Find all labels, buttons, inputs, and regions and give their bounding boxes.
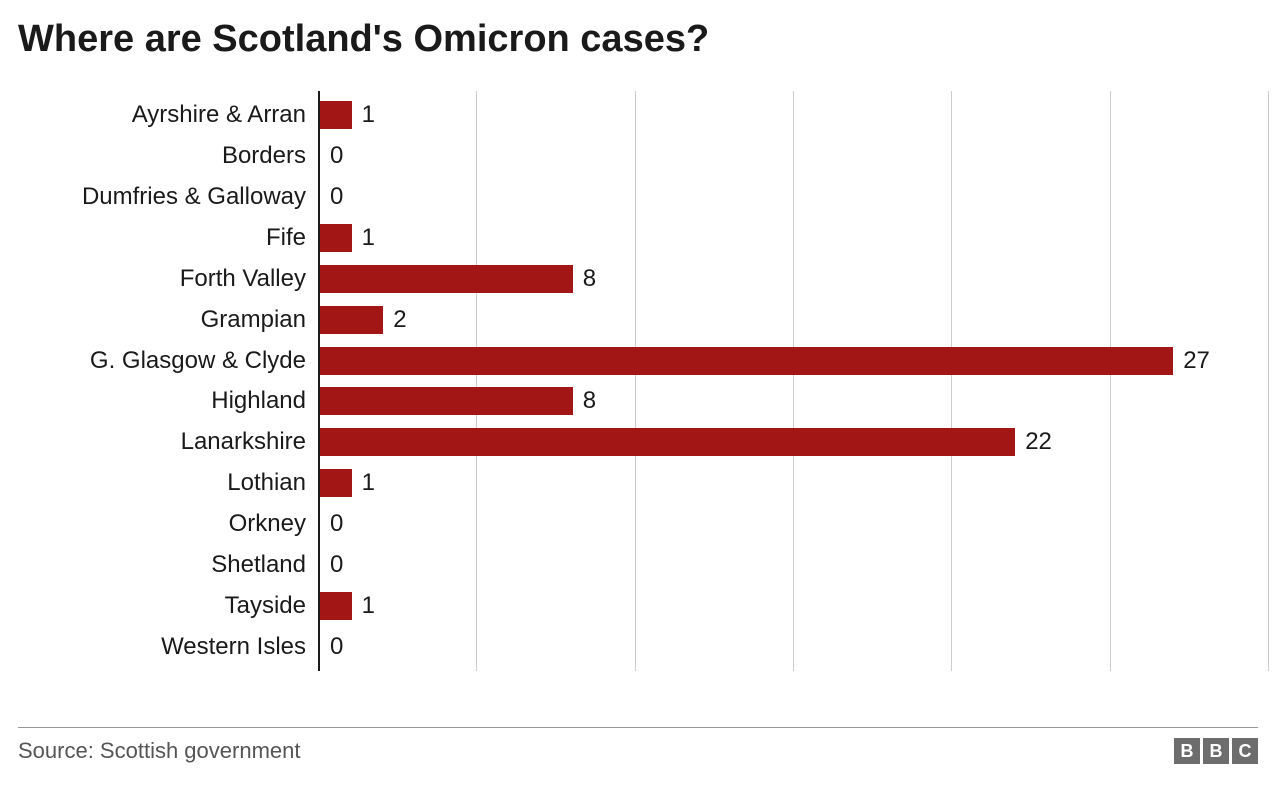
table-row: G. Glasgow & Clyde27 (320, 345, 1268, 377)
bar-value-label: 0 (320, 633, 343, 661)
category-label: Dumfries & Galloway (82, 183, 320, 211)
category-label: G. Glasgow & Clyde (90, 347, 320, 375)
bar-value-label: 0 (320, 510, 343, 538)
category-label: Grampian (201, 306, 320, 334)
logo-block: B (1174, 738, 1200, 764)
category-label: Forth Valley (180, 265, 320, 293)
bar-value-label: 22 (1015, 428, 1052, 456)
category-label: Tayside (225, 592, 320, 620)
bar-value-label: 2 (383, 306, 406, 334)
table-row: Western Isles0 (320, 631, 1268, 663)
logo-block: C (1232, 738, 1258, 764)
table-row: Borders0 (320, 140, 1268, 172)
bar (320, 469, 352, 497)
bar (320, 101, 352, 129)
bar (320, 387, 573, 415)
bar-value-label: 8 (573, 387, 596, 415)
table-row: Forth Valley8 (320, 263, 1268, 295)
bar (320, 592, 352, 620)
bar-value-label: 1 (352, 224, 375, 252)
bbc-logo: BBC (1174, 738, 1258, 764)
bar (320, 224, 352, 252)
bars-container: Ayrshire & Arran1 Borders0 Dumfries & Gall… (320, 99, 1268, 663)
table-row: Lanarkshire22 (320, 426, 1268, 458)
bar-value-label: 0 (320, 183, 343, 211)
table-row: Orkney0 (320, 508, 1268, 540)
category-label: Lothian (227, 469, 320, 497)
bar-value-label: 1 (352, 101, 375, 129)
table-row: Tayside1 (320, 590, 1268, 622)
bar-value-label: 0 (320, 142, 343, 170)
bar (320, 347, 1173, 375)
bar-value-label: 1 (352, 592, 375, 620)
category-label: Western Isles (161, 633, 320, 661)
chart-footer: Source: Scottish government BBC (18, 727, 1258, 764)
bar-value-label: 1 (352, 469, 375, 497)
table-row: Grampian2 (320, 304, 1268, 336)
category-label: Borders (222, 142, 320, 170)
table-row: Shetland0 (320, 549, 1268, 581)
bar (320, 265, 573, 293)
category-label: Highland (211, 387, 320, 415)
bar-value-label: 0 (320, 551, 343, 579)
chart-title: Where are Scotland's Omicron cases? (18, 18, 1258, 61)
table-row: Highland8 (320, 385, 1268, 417)
category-label: Shetland (211, 551, 320, 579)
source-text: Source: Scottish government (18, 738, 300, 764)
gridline (1268, 91, 1269, 671)
category-label: Fife (266, 224, 320, 252)
bar (320, 428, 1015, 456)
table-row: Ayrshire & Arran1 (320, 99, 1268, 131)
table-row: Dumfries & Galloway0 (320, 181, 1268, 213)
logo-block: B (1203, 738, 1229, 764)
table-row: Fife1 (320, 222, 1268, 254)
bar-value-label: 8 (573, 265, 596, 293)
category-label: Lanarkshire (181, 428, 320, 456)
bar-chart: Ayrshire & Arran1 Borders0 Dumfries & Gall… (318, 91, 1268, 671)
table-row: Lothian1 (320, 467, 1268, 499)
bar-value-label: 27 (1173, 347, 1210, 375)
category-label: Orkney (229, 510, 320, 538)
bar (320, 306, 383, 334)
category-label: Ayrshire & Arran (132, 101, 320, 129)
